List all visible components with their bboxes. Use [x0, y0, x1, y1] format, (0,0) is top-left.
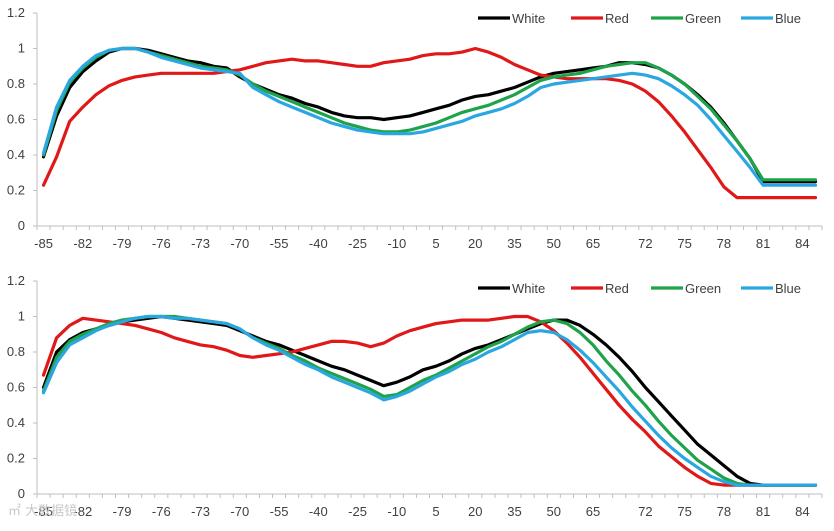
- x-tick-label: -70: [230, 236, 249, 251]
- series-line-blue: [41, 46, 818, 187]
- y-tick-label: 0.8: [7, 76, 25, 91]
- x-tick-label: -55: [270, 504, 289, 519]
- y-tick-label: 0: [18, 218, 25, 233]
- x-tick-label: 72: [638, 236, 652, 251]
- x-tick-label: 35: [507, 236, 521, 251]
- series-line-red: [41, 46, 818, 200]
- x-tick-label: 5: [432, 236, 439, 251]
- series-line-green: [41, 46, 818, 182]
- x-tick-label: 78: [717, 236, 731, 251]
- legend-label-green: Green: [685, 11, 721, 26]
- legend-label-green: Green: [685, 281, 721, 296]
- x-tick-label: -79: [113, 236, 132, 251]
- x-tick-label: 75: [677, 236, 691, 251]
- legend-label-blue: Blue: [775, 281, 801, 296]
- x-tick-label: -85: [34, 236, 53, 251]
- x-tick-label: 50: [547, 504, 561, 519]
- y-tick-label: 1.2: [7, 273, 25, 288]
- x-tick-label: -73: [191, 236, 210, 251]
- y-tick-label: 1.2: [7, 5, 25, 20]
- y-tick-label: 1: [18, 309, 25, 324]
- x-tick-label: -55: [270, 236, 289, 251]
- x-tick-label: -79: [113, 504, 132, 519]
- x-tick-label: -40: [309, 236, 328, 251]
- x-tick-label: -82: [73, 504, 92, 519]
- x-tick-label: -25: [348, 504, 367, 519]
- y-tick-label: 0.4: [7, 415, 25, 430]
- legend-label-blue: Blue: [775, 11, 801, 26]
- legend-label-red: Red: [605, 11, 629, 26]
- x-tick-label: 65: [586, 236, 600, 251]
- x-tick-label: -40: [309, 504, 328, 519]
- x-tick-label: -10: [387, 236, 406, 251]
- x-tick-label: 84: [795, 236, 809, 251]
- y-tick-label: 0.4: [7, 147, 25, 162]
- x-tick-label: 5: [432, 504, 439, 519]
- series-line-blue: [41, 314, 818, 487]
- y-tick-label: 0.2: [7, 451, 25, 466]
- y-tick-label: 0.8: [7, 344, 25, 359]
- legend-label-white: White: [512, 281, 545, 296]
- watermark-text: ㎡ 大数据镜: [8, 504, 78, 519]
- x-tick-label: -25: [348, 236, 367, 251]
- x-tick-label: -70: [230, 504, 249, 519]
- x-tick-label: -76: [152, 504, 171, 519]
- x-tick-label: 20: [468, 504, 482, 519]
- x-tick-label: -85: [34, 504, 53, 519]
- chart-1: 0 0.2 0.4 0.6 0.8 1 1.2 -85 -82 -79 -76 -73 -70 -55 -4…: [7, 5, 823, 251]
- y-tick-label: 1: [18, 41, 25, 56]
- x-tick-label: 78: [717, 504, 731, 519]
- legend-label-red: Red: [605, 281, 629, 296]
- y-tick-label: 0.2: [7, 183, 25, 198]
- series-line-white: [41, 46, 818, 184]
- x-tick-label: 84: [795, 504, 809, 519]
- series-line-red: [41, 314, 818, 487]
- x-tick-label: 20: [468, 236, 482, 251]
- x-tick-label: 35: [507, 504, 521, 519]
- series-line-green: [41, 314, 818, 487]
- x-tick-label: -76: [152, 236, 171, 251]
- x-tick-label: 72: [638, 504, 652, 519]
- x-tick-label: 50: [547, 236, 561, 251]
- x-tick-label: -10: [387, 504, 406, 519]
- legend-label-white: White: [512, 11, 545, 26]
- x-tick-label: 75: [677, 504, 691, 519]
- chart-2: 0 0.2 0.4 0.6 0.8 1 1.2 -85 -82 -79 -76 -73 -70 -55 -4…: [7, 273, 823, 519]
- x-tick-label: 81: [756, 236, 770, 251]
- x-tick-label: -73: [191, 504, 210, 519]
- y-tick-label: 0: [18, 486, 25, 501]
- x-tick-label: 65: [586, 504, 600, 519]
- y-tick-label: 0.6: [7, 112, 25, 127]
- x-tick-label: -82: [73, 236, 92, 251]
- y-tick-label: 0.6: [7, 380, 25, 395]
- x-tick-label: 81: [756, 504, 770, 519]
